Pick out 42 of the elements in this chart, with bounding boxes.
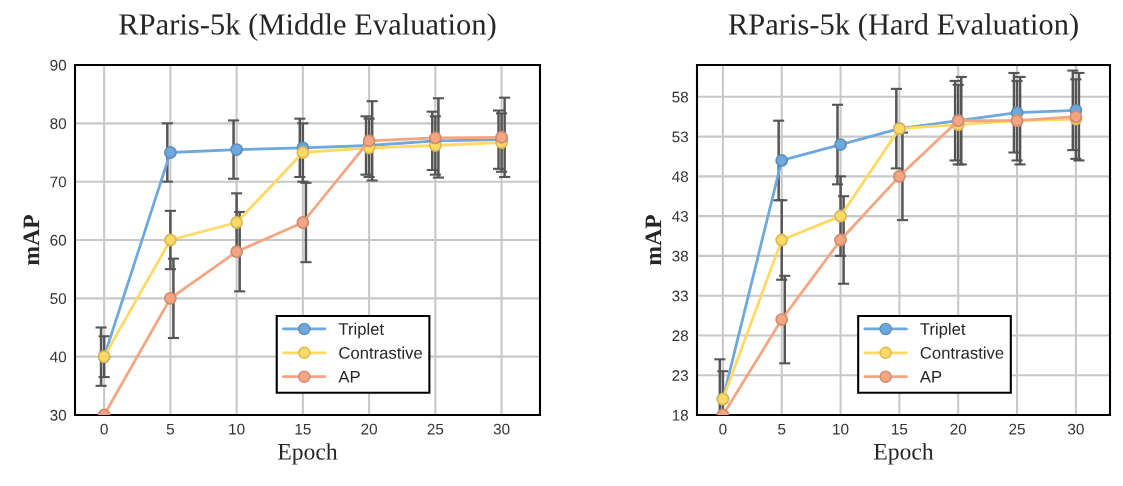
y-tick-label: 53 <box>672 131 688 143</box>
chart-title: RParis-5k (Middle Evaluation) <box>119 13 496 41</box>
x-tick-label: 15 <box>892 423 908 435</box>
y-tick-label: 70 <box>50 176 67 188</box>
x-tick-label: 0 <box>719 423 727 435</box>
y-tick-label: 28 <box>672 330 688 342</box>
x-tick-label: 15 <box>295 423 311 435</box>
legend-label: Contrastive <box>339 346 422 359</box>
x-tick-label: 30 <box>1067 423 1084 435</box>
x-tick-label: 0 <box>100 423 108 435</box>
legend-label: Triplet <box>920 322 966 339</box>
y-tick-label: 30 <box>50 409 67 421</box>
legend-label: AP <box>919 371 942 383</box>
y-tick-label: 90 <box>50 59 67 71</box>
y-tick-label: 60 <box>50 234 67 246</box>
y-tick-label: 58 <box>672 91 688 103</box>
y-tick-label: 23 <box>672 370 688 381</box>
y-tick-label: 38 <box>672 250 688 262</box>
y-tick-label: 80 <box>50 118 67 130</box>
x-tick-label: 20 <box>361 423 377 435</box>
x-tick-label: 30 <box>493 423 510 435</box>
y-tick-label: 50 <box>50 293 67 305</box>
x-tick-label: 20 <box>950 423 967 435</box>
x-tick-label: 5 <box>166 423 174 435</box>
y-axis-title: mAP <box>645 215 662 265</box>
legend-label: AP <box>338 371 360 383</box>
legend-label: Contrastive <box>920 346 1004 359</box>
x-tick-label: 25 <box>427 423 444 435</box>
x-tick-label: 10 <box>833 423 849 435</box>
x-tick-label: 5 <box>778 423 786 435</box>
legend-label: Triplet <box>338 322 384 339</box>
x-tick-label: 10 <box>229 423 245 435</box>
y-axis-title: mAP <box>23 215 40 265</box>
x-axis-title: Epoch <box>874 443 934 465</box>
y-tick-label: 48 <box>672 171 688 183</box>
y-tick-label: 40 <box>50 351 67 363</box>
chart-title: RParis-5k (Hard Evaluation) <box>728 13 1078 41</box>
x-axis-title: Epoch <box>278 443 338 465</box>
x-tick-label: 25 <box>1009 423 1025 435</box>
y-tick-label: 33 <box>672 290 688 302</box>
y-tick-label: 18 <box>672 409 688 421</box>
y-tick-label: 43 <box>672 211 688 222</box>
